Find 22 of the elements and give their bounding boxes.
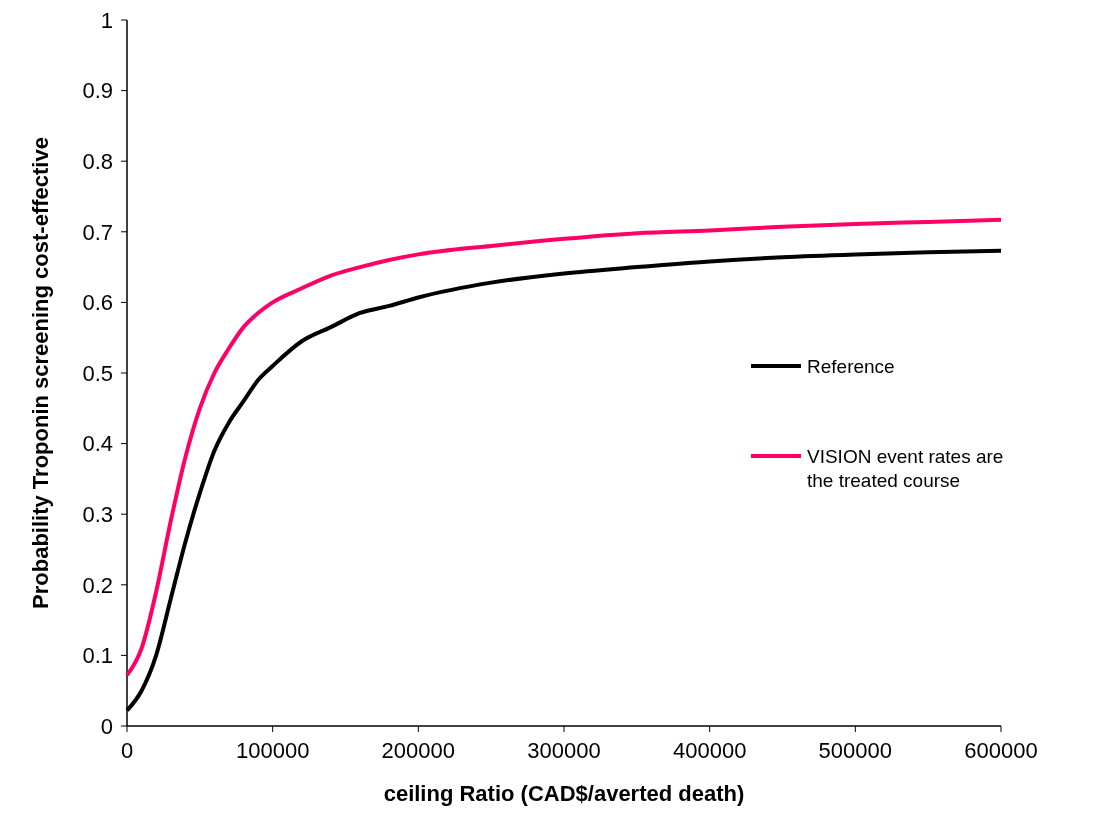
legend-label: VISION event rates are the treated course	[807, 445, 1004, 492]
y-tick-label: 1	[100, 7, 113, 33]
y-tick-label: 0.2	[82, 572, 113, 598]
y-tick-label: 0.5	[82, 360, 113, 386]
y-tick-label: 0.4	[82, 431, 113, 457]
y-tick-label: 0	[100, 713, 113, 739]
y-tick-label: 0.1	[82, 643, 113, 669]
legend-label: Reference	[807, 355, 895, 377]
x-tick-label: 400000	[672, 738, 747, 763]
x-tick-label: 500000	[818, 738, 893, 763]
y-tick-label: 0.8	[82, 148, 113, 174]
x-tick-label: 0	[120, 738, 134, 763]
x-tick-label: 100000	[235, 738, 310, 763]
x-tick-label: 600000	[964, 738, 1038, 763]
y-axis-title: Probability Troponin screening cost-effective	[28, 137, 53, 609]
x-tick-label: 300000	[527, 738, 601, 763]
y-tick-label: 0.3	[82, 501, 113, 527]
x-axis-title: ceiling Ratio (CAD$/averted death)	[383, 781, 745, 806]
y-tick-label: 0.9	[82, 78, 113, 104]
y-tick-label: 0.7	[82, 219, 113, 245]
y-tick-label: 0.6	[82, 290, 113, 316]
x-tick-label: 200000	[381, 738, 456, 763]
